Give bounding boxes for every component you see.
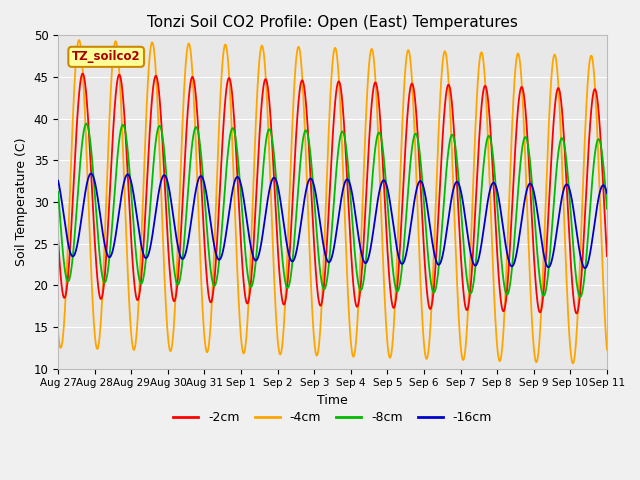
Legend: -2cm, -4cm, -8cm, -16cm: -2cm, -4cm, -8cm, -16cm (168, 406, 497, 429)
Text: TZ_soilco2: TZ_soilco2 (72, 50, 141, 63)
Title: Tonzi Soil CO2 Profile: Open (East) Temperatures: Tonzi Soil CO2 Profile: Open (East) Temp… (147, 15, 518, 30)
Y-axis label: Soil Temperature (C): Soil Temperature (C) (15, 138, 28, 266)
X-axis label: Time: Time (317, 394, 348, 407)
